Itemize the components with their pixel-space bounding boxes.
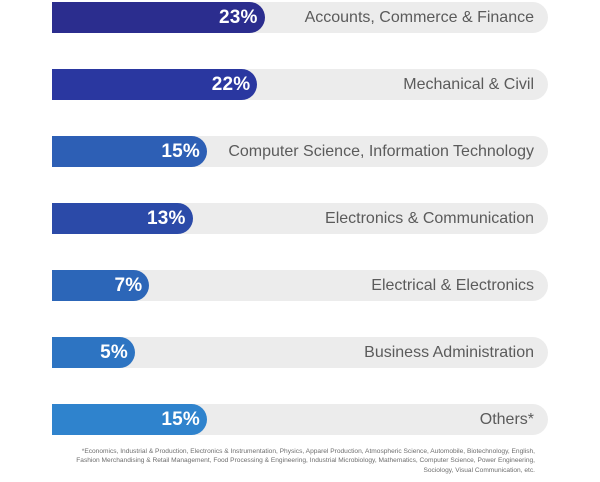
value-label: 15% bbox=[161, 140, 200, 162]
bar-track: Mechanical & Civil 22% bbox=[52, 69, 548, 100]
value-label: 7% bbox=[114, 274, 143, 296]
bar-track: Others* 15% bbox=[52, 404, 548, 435]
bar-track: Accounts, Commerce & Finance 23% bbox=[52, 2, 548, 33]
bar: 15% bbox=[52, 404, 207, 435]
category-label: Mechanical & Civil bbox=[403, 76, 534, 93]
bar: 13% bbox=[52, 203, 193, 234]
value-label: 15% bbox=[161, 408, 200, 430]
bar: 5% bbox=[52, 337, 135, 368]
value-label: 5% bbox=[100, 341, 128, 363]
category-label: Business Administration bbox=[364, 344, 534, 361]
category-label: Electrical & Electronics bbox=[371, 277, 534, 294]
bar-track: Computer Science, Information Technology… bbox=[52, 136, 548, 167]
bar: 7% bbox=[52, 270, 150, 301]
footnote: *Economics, Industrial & Production, Ele… bbox=[76, 448, 535, 474]
category-label: Electronics & Communication bbox=[325, 210, 534, 227]
bar-track: Electrical & Electronics 7% bbox=[52, 270, 548, 301]
category-label: Accounts, Commerce & Finance bbox=[304, 9, 534, 26]
category-label: Computer Science, Information Technology bbox=[228, 143, 534, 160]
bar-track: Business Administration 5% bbox=[52, 337, 548, 368]
bar-track: Electronics & Communication 13% bbox=[52, 203, 548, 234]
value-label: 23% bbox=[218, 6, 258, 28]
category-label: Others* bbox=[479, 411, 534, 428]
bar: 23% bbox=[52, 2, 265, 33]
bar: 15% bbox=[52, 136, 207, 167]
value-label: 22% bbox=[211, 73, 251, 95]
bar: 22% bbox=[52, 69, 258, 100]
value-label: 13% bbox=[146, 207, 186, 229]
